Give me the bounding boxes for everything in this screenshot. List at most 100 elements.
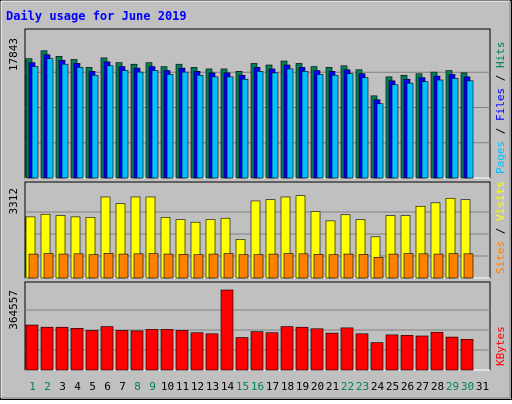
bar-sites-28 (433, 253, 444, 279)
svg-text:Pages / Files / Hits: Pages / Files / Hits (494, 42, 507, 175)
x-tick-label: 13 (206, 380, 219, 393)
bar-pages-6 (106, 65, 114, 179)
bar-kbytes-6 (100, 326, 114, 371)
bar-sites-16 (253, 254, 264, 279)
svg-text:KBytes: KBytes (494, 326, 507, 366)
bar-kbytes-18 (280, 326, 294, 371)
bar-kbytes-30 (460, 338, 474, 371)
bar-sites-27 (418, 253, 429, 279)
bar-pages-16 (256, 71, 264, 179)
bar-pages-28 (436, 79, 444, 179)
bar-pages-26 (406, 82, 414, 179)
x-tick-label: 4 (74, 380, 81, 393)
bar-pages-27 (421, 81, 429, 179)
bar-pages-12 (196, 74, 204, 179)
bar-kbytes-7 (115, 330, 129, 371)
x-tick-label: 11 (176, 380, 189, 393)
bar-sites-21 (328, 254, 339, 279)
x-tick-label: 28 (431, 380, 444, 393)
bar-sites-15 (238, 254, 249, 279)
bar-sites-5 (88, 254, 99, 279)
x-tick-label: 20 (311, 380, 324, 393)
panel-hits-files-pages: 17843 (7, 28, 491, 179)
bar-kbytes-8 (130, 330, 144, 371)
bar-pages-15 (241, 78, 249, 179)
bar-kbytes-28 (430, 331, 444, 371)
bar-pages-1 (31, 66, 39, 179)
bar-kbytes-16 (250, 331, 264, 371)
x-tick-label: 27 (416, 380, 429, 393)
bar-pages-17 (271, 72, 279, 179)
bar-sites-12 (193, 254, 204, 279)
legend-hits-files-pages: Pages / Files / Hits (494, 42, 507, 175)
bar-pages-8 (136, 71, 144, 179)
bar-pages-24 (376, 103, 384, 179)
bar-kbytes-5 (85, 330, 99, 371)
x-axis-labels: 1 2 3 4 5 6 7 8 9 10 11 12 13 14 15 16 17 18 19 20 21 22 23 24 2… (29, 380, 489, 393)
legend-item-sites: Sites (494, 241, 507, 274)
bar-kbytes-11 (175, 330, 189, 371)
bar-sites-17 (268, 253, 279, 279)
bar-pages-5 (91, 74, 99, 179)
bar-pages-3 (61, 63, 69, 179)
bar-sites-24 (373, 256, 384, 279)
bar-sites-20 (313, 254, 324, 279)
bar-pages-9 (151, 70, 159, 179)
bar-sites-19 (298, 253, 309, 279)
bar-pages-21 (331, 74, 339, 179)
x-tick-label: 12 (191, 380, 204, 393)
bar-kbytes-13 (205, 333, 219, 371)
bar-kbytes-21 (325, 332, 339, 371)
bar-sites-18 (283, 253, 294, 279)
bar-sites-30 (463, 253, 474, 279)
x-tick-label: 15 (236, 380, 249, 393)
legend-item-pages: Pages (494, 141, 507, 174)
bar-sites-3 (58, 253, 69, 279)
bar-pages-10 (166, 74, 174, 179)
bar-kbytes-2 (40, 326, 54, 371)
bar-kbytes-3 (55, 326, 69, 371)
bar-sites-8 (133, 253, 144, 279)
bar-kbytes-29 (445, 336, 459, 371)
bar-sites-26 (403, 253, 414, 279)
x-tick-label: 23 (356, 380, 369, 393)
bar-pages-13 (211, 76, 219, 179)
svg-text:Sites / Visits: Sites / Visits (494, 181, 507, 274)
bar-kbytes-20 (310, 328, 324, 371)
x-tick-label: 19 (296, 380, 309, 393)
x-tick-label: 7 (119, 380, 126, 393)
y-max-label: 364557 (7, 290, 20, 330)
bar-kbytes-27 (415, 335, 429, 371)
x-tick-label: 10 (161, 380, 174, 393)
bar-sites-10 (163, 253, 174, 279)
bar-sites-1 (28, 253, 39, 279)
bar-kbytes-23 (355, 333, 369, 371)
bar-kbytes-25 (385, 334, 399, 371)
bar-sites-4 (73, 253, 84, 279)
bar-kbytes-19 (295, 326, 309, 371)
bar-sites-6 (103, 252, 114, 279)
bar-sites-23 (358, 254, 369, 279)
bar-pages-23 (361, 77, 369, 179)
bar-pages-2 (46, 58, 54, 179)
bar-sites-29 (448, 253, 459, 279)
chart-title: Daily usage for June 2019 (6, 9, 187, 23)
bar-sites-13 (208, 253, 219, 279)
bar-kbytes-15 (235, 337, 249, 371)
legend-item-visits: Visits (494, 181, 507, 221)
bar-pages-7 (121, 70, 129, 179)
y-max-label: 17843 (7, 38, 20, 71)
bar-sites-2 (43, 253, 54, 279)
bar-pages-11 (181, 71, 189, 179)
x-tick-label: 29 (446, 380, 459, 393)
bar-pages-14 (226, 76, 234, 179)
x-tick-label: 25 (386, 380, 399, 393)
x-tick-label: 17 (266, 380, 279, 393)
bar-kbytes-17 (265, 332, 279, 371)
x-tick-label: 30 (461, 380, 474, 393)
x-tick-label: 24 (371, 380, 385, 393)
bar-sites-11 (178, 254, 189, 279)
bar-pages-30 (466, 80, 474, 179)
